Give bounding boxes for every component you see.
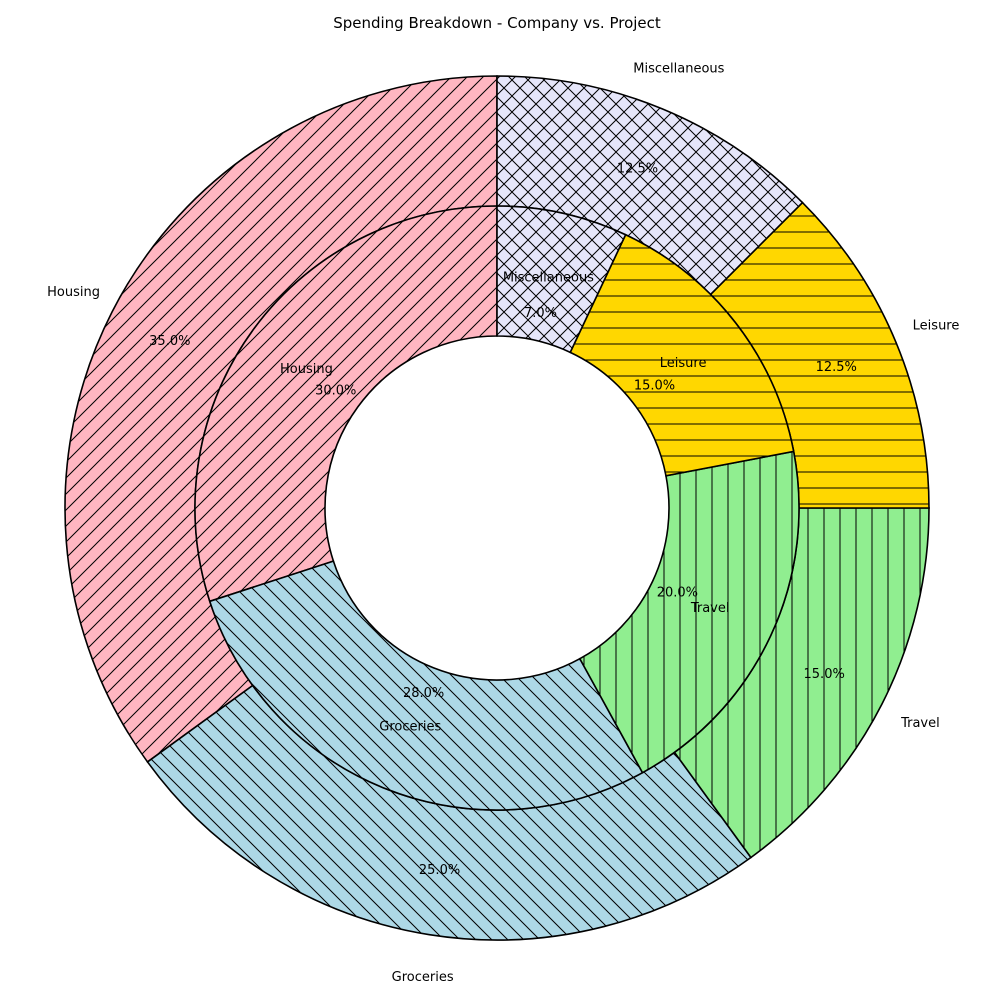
inner-ring [194,205,800,811]
outer-category-label-travel: Travel [900,716,940,731]
outer-category-label-miscellaneous: Miscellaneous [633,61,724,76]
inner-category-label-leisure: Leisure [660,356,707,371]
inner-slice-groceries [208,560,644,811]
outer-pct-label-travel: 15.0% [804,667,845,682]
outer-pct-label-leisure: 12.5% [816,360,857,375]
inner-category-label-housing: Housing [280,362,333,377]
inner-category-label-groceries: Groceries [379,720,441,735]
inner-pct-label-miscellaneous: 7.0% [524,306,557,321]
inner-category-label-miscellaneous: Miscellaneous [503,271,594,286]
inner-slice-miscellaneous [496,205,627,354]
inner-category-label-travel: Travel [690,601,730,616]
outer-ring [64,75,930,941]
chart-labels: Housing 35.0% Groceries 25.0% Travel 15.0% Lei… [47,61,959,984]
outer-category-label-groceries: Groceries [392,970,454,985]
outer-category-label-housing: Housing [47,285,100,300]
inner-pct-label-groceries: 28.0% [403,686,444,701]
inner-slice-leisure [569,233,795,477]
inner-slice-travel [578,450,800,774]
inner-pct-label-housing: 30.0% [315,383,356,398]
outer-pct-label-miscellaneous: 12.5% [617,161,658,176]
inner-slice-housing [194,205,498,603]
outer-pct-label-groceries: 25.0% [419,863,460,878]
outer-category-label-leisure: Leisure [913,319,960,334]
outer-pct-label-housing: 35.0% [149,334,190,349]
inner-pct-label-leisure: 15.0% [634,378,675,393]
chart-title: Spending Breakdown - Company vs. Project [333,14,661,32]
inner-pct-label-travel: 20.0% [657,585,698,600]
